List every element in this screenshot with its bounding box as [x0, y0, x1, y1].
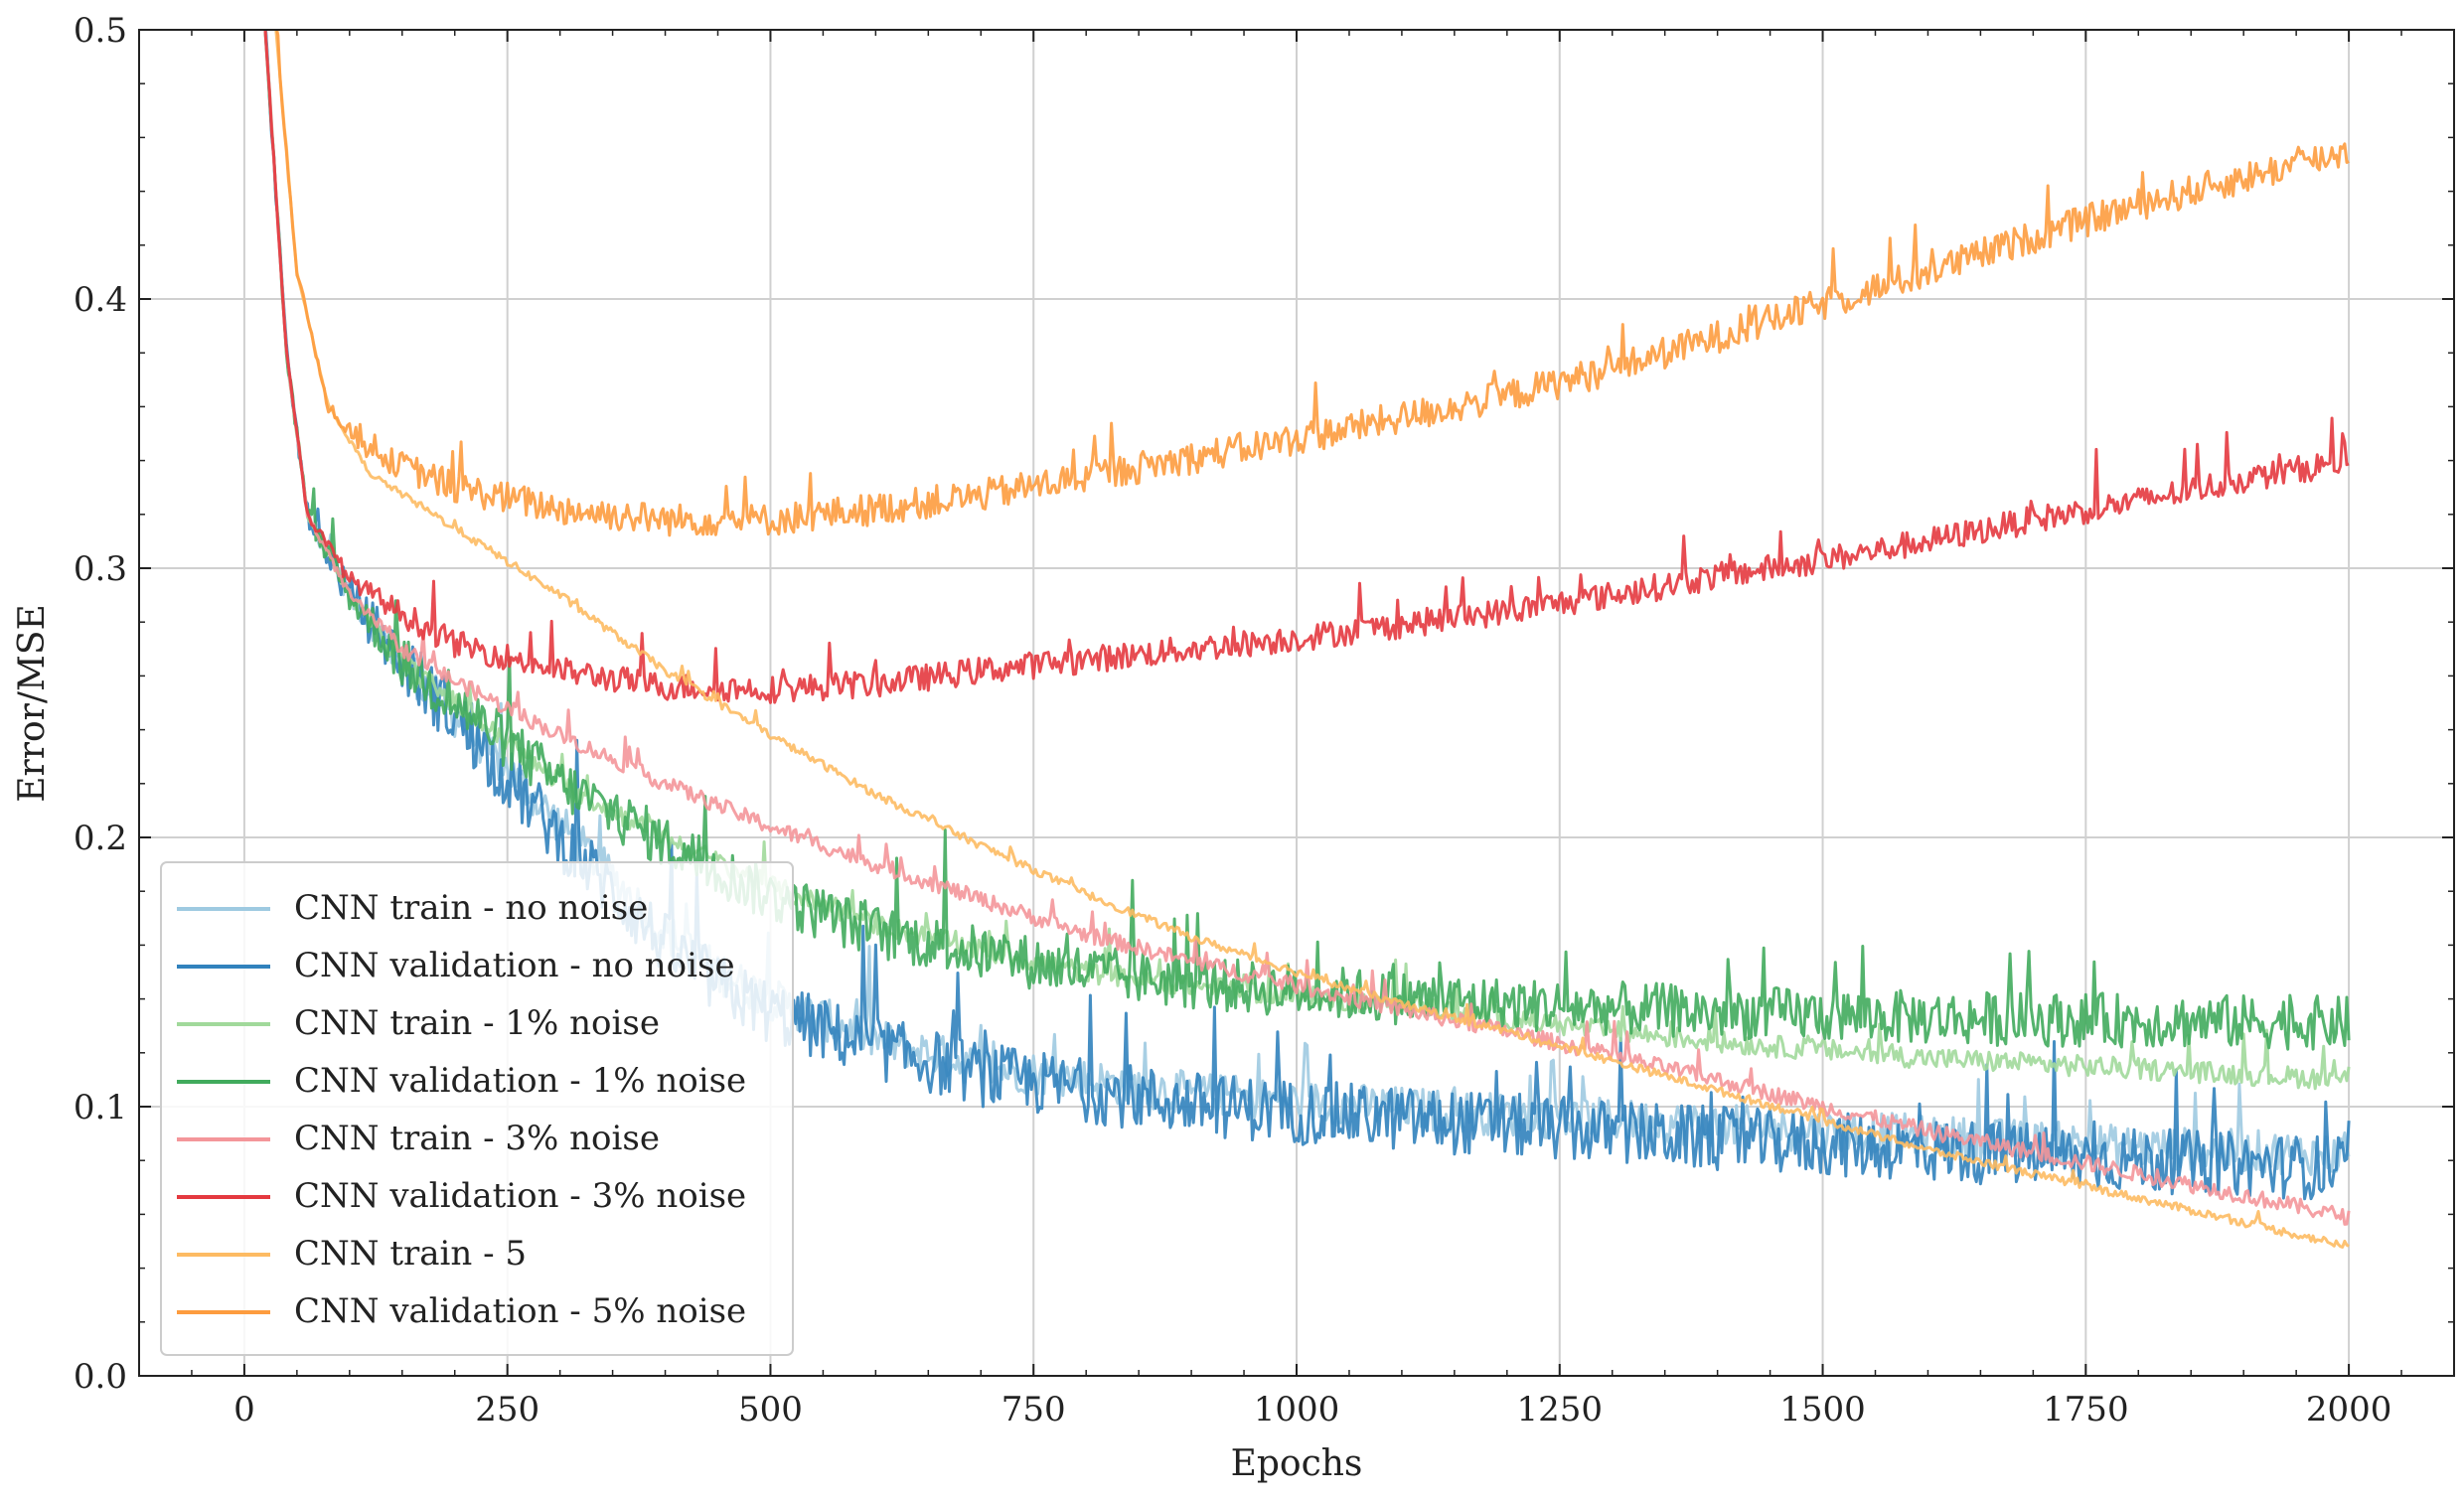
axis-ticks	[139, 29, 2454, 1377]
legend-label: CNN train - 5	[294, 1234, 527, 1274]
y-tick-label: 0.4	[74, 280, 127, 320]
y-tick-label: 0.3	[74, 549, 127, 589]
legend-label: CNN validation - no noise	[294, 946, 735, 985]
x-tick-label: 1750	[2043, 1390, 2129, 1429]
x-tick-label: 750	[1001, 1390, 1066, 1429]
legend: CNN train - no noise CNN validation - no …	[160, 861, 794, 1356]
x-tick-label: 2000	[2306, 1390, 2392, 1429]
legend-frame	[160, 861, 794, 1356]
series-line-0	[263, 30, 2351, 1176]
y-axis-title: Error/MSE	[12, 604, 53, 803]
x-tick-label: 1500	[1779, 1390, 1866, 1429]
y-tick-label: 0.1	[74, 1088, 127, 1127]
legend-label: CNN train - 1% noise	[294, 1003, 660, 1043]
series-line-6	[274, 30, 2350, 1249]
y-tick-label: 0.2	[74, 819, 127, 858]
legend-items: CNN train - no noise CNN validation - no …	[177, 888, 746, 1331]
x-tick-label: 500	[738, 1390, 803, 1429]
x-tick-label: 1000	[1254, 1390, 1340, 1429]
y-tick-labels: 0.0 0.1 0.2 0.3 0.4 0.5	[74, 11, 127, 1397]
x-tick-label: 250	[475, 1390, 539, 1429]
series-line-7	[275, 30, 2350, 537]
x-axis-title: Epochs	[1231, 1443, 1363, 1484]
x-tick-labels: 0 250 500 750 1000 1250 1500 1750 2000	[233, 1390, 2391, 1429]
series-line-3	[263, 30, 2351, 1051]
series-lines	[263, 30, 2351, 1249]
legend-label: CNN train - 3% noise	[294, 1119, 660, 1158]
legend-label: CNN validation - 1% noise	[294, 1061, 746, 1101]
series-line-4	[263, 30, 2351, 1226]
legend-label: CNN validation - 5% noise	[294, 1291, 746, 1331]
y-tick-label: 0.0	[74, 1357, 127, 1397]
legend-label: CNN train - no noise	[294, 888, 648, 928]
legend-label: CNN validation - 3% noise	[294, 1176, 746, 1216]
x-tick-label: 0	[233, 1390, 255, 1429]
x-tick-label: 1250	[1517, 1390, 1604, 1429]
series-line-5	[263, 30, 2350, 704]
y-tick-label: 0.5	[74, 11, 127, 51]
